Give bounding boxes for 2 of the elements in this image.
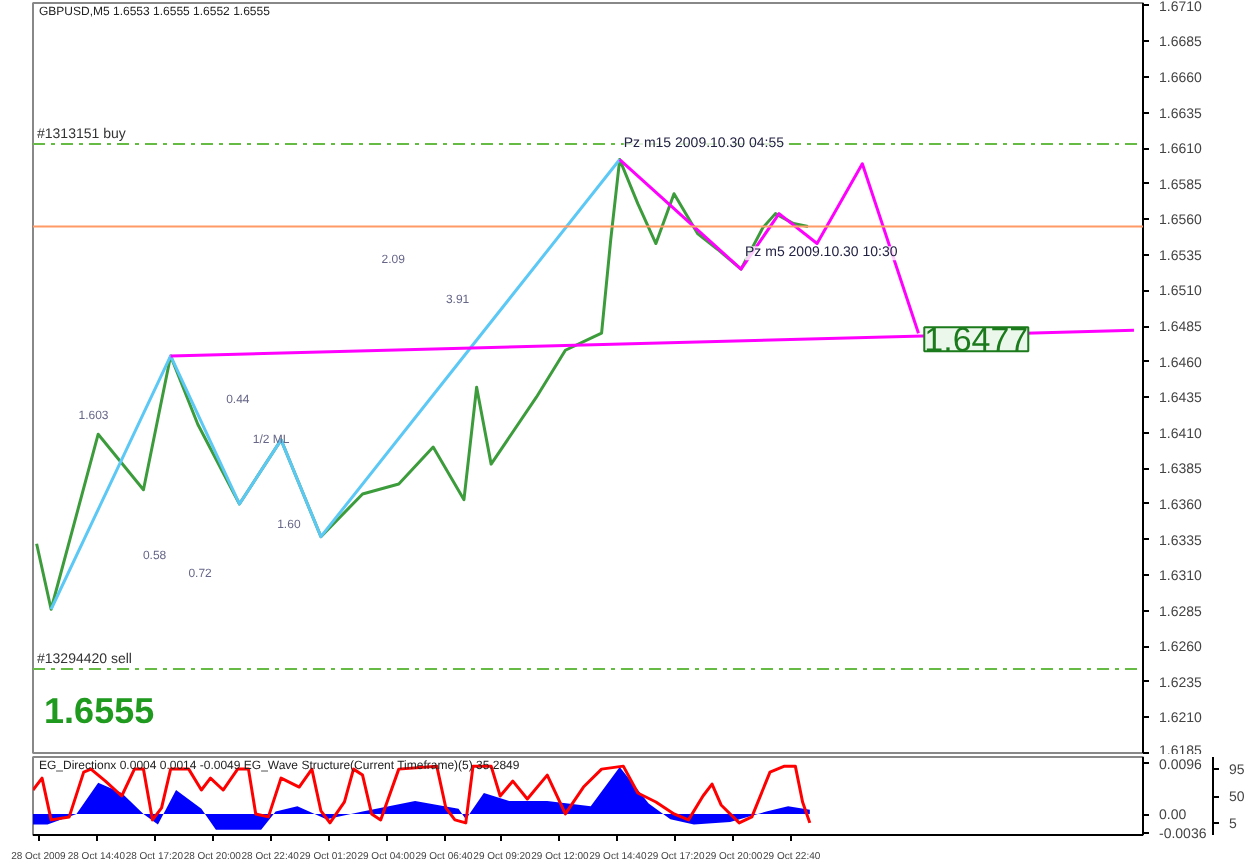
annotation: 1.6555 [44, 691, 155, 731]
annotation: 1.6477 [924, 321, 1029, 360]
